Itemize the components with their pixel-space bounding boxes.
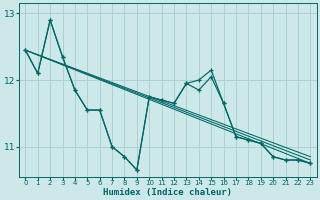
X-axis label: Humidex (Indice chaleur): Humidex (Indice chaleur) [103, 188, 232, 197]
